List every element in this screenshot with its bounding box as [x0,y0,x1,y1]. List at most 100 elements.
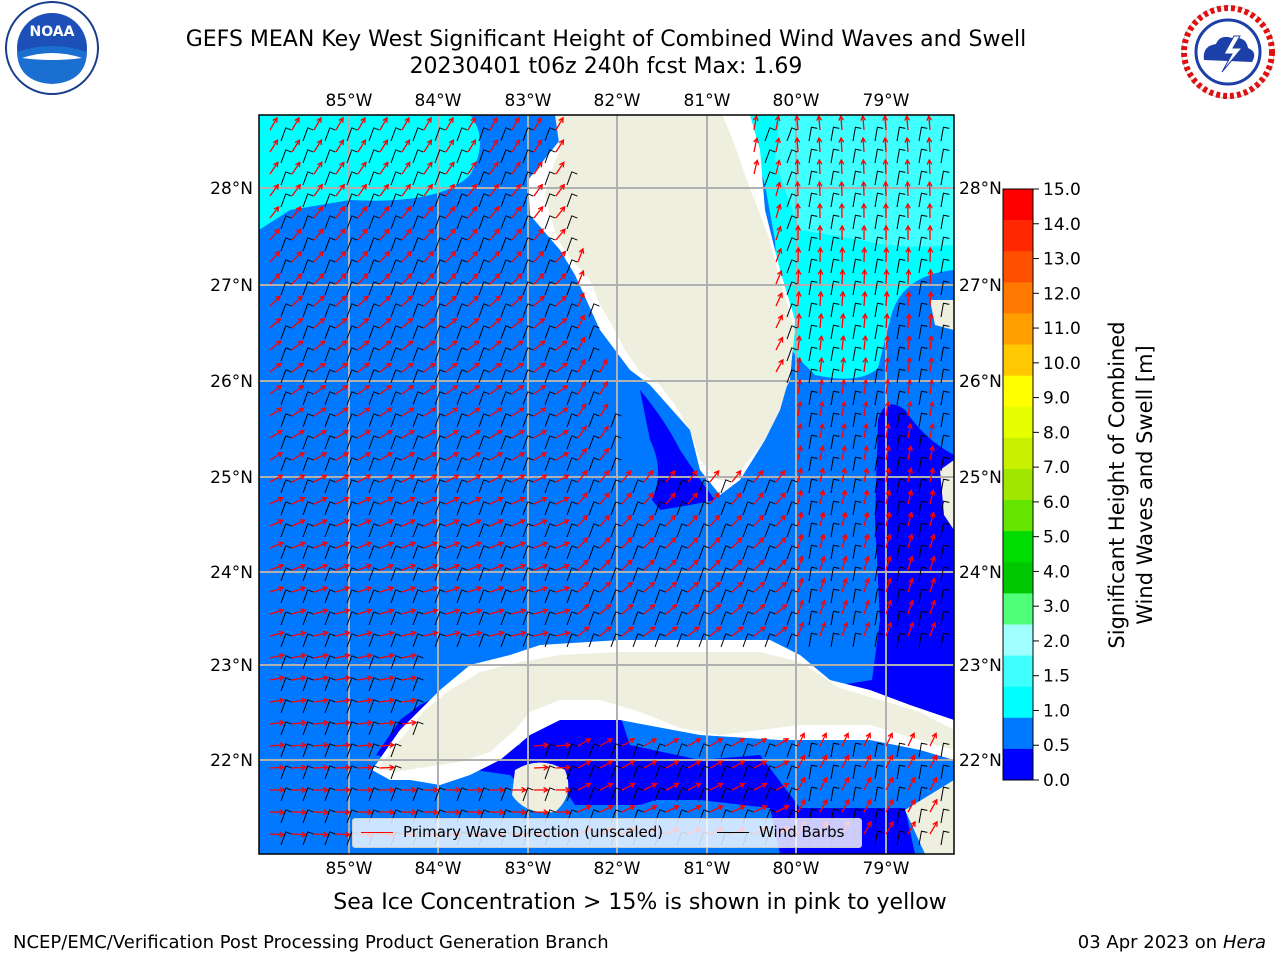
wave-direction-arrowhead [499,809,506,816]
wave-direction-arrowhead [883,246,890,253]
wave-direction-arrow [797,578,803,593]
wave-direction-arrow [489,407,502,417]
wind-barb [324,369,336,384]
wind-barb [874,214,884,230]
wind-barb [764,589,776,604]
wave-direction-arrow [467,429,481,439]
wave-direction-arrowhead [670,536,677,543]
wave-direction-arrow [511,519,526,527]
wind-barb [456,325,468,340]
wave-direction-arrowhead [429,340,436,346]
wave-direction-arrow [423,564,438,571]
lon-label: 83°W [505,91,552,111]
wave-direction-arrow [511,340,524,351]
wind-barb [808,786,818,802]
wave-direction-arrowhead [345,742,352,749]
wave-direction-arrow [357,228,368,241]
wind-barb [786,281,798,296]
wind-barb [324,611,336,626]
wave-direction-arrow [863,402,867,417]
wave-direction-arrow [818,137,821,153]
wind-barb [610,589,622,604]
wave-direction-arrowhead [885,511,892,518]
wind-barb [346,589,358,604]
wave-direction-arrowhead [582,536,589,543]
wind-barb [456,149,468,164]
wave-direction-arrowhead [520,563,527,570]
wind-barb [742,743,754,758]
wave-direction-arrowhead [322,563,329,570]
wind-barb [324,523,336,538]
wave-direction-arrow [775,626,788,637]
wind-barb [874,544,884,560]
wave-direction-arrowhead [906,422,913,430]
wave-direction-arrow [335,184,345,197]
wind-barb [940,302,950,318]
wave-direction-arrowhead [648,492,654,499]
wave-direction-arrow [379,609,394,615]
wave-direction-arrow [775,783,789,791]
wave-direction-arrowhead [910,820,916,827]
wave-direction-arrowhead [713,469,720,477]
lon-label: 81°W [684,859,731,879]
wind-barb [874,610,884,626]
wind-barb [390,391,402,406]
wind-barb [896,192,906,208]
wind-barb [522,413,534,428]
wave-direction-arrowhead [629,782,636,789]
wave-direction-arrow [863,380,867,395]
wind-barb [654,479,666,494]
wind-barb [808,280,818,296]
wind-barb [896,808,906,824]
wave-direction-arrow [775,270,782,285]
wave-direction-arrow [401,273,413,285]
wave-direction-arrowhead [497,496,504,503]
wind-barb [698,567,710,582]
colorbar-tick-label: 2.0 [1043,632,1070,652]
lon-label: 85°W [326,91,373,111]
wind-barb [522,501,534,516]
wind-barb [698,787,710,802]
wave-direction-arrowhead [671,603,678,610]
wave-direction-arrowhead [366,608,373,615]
wave-direction-arrow [555,519,570,527]
wind-barb [896,148,906,164]
wind-barb [456,259,468,274]
wave-direction-arrowhead [671,581,678,588]
wave-direction-arrow [885,622,892,637]
wind-barb [852,764,862,780]
wind-barb [654,611,666,626]
wind-barb [896,434,906,450]
wave-direction-arrowhead [411,809,418,816]
wave-direction-arrowhead [517,340,524,346]
colorbar-tick-label: 5.0 [1043,528,1070,548]
wave-direction-arrow [511,318,523,329]
wind-barb [346,677,358,692]
wave-direction-arrowhead [301,786,308,793]
wind-barb [918,456,928,472]
wind-barb [720,589,732,604]
wave-direction-arrow [687,738,701,747]
wave-direction-arrowhead [882,202,889,209]
wave-direction-arrow [929,336,933,351]
wind-barb [368,193,380,208]
wind-barb [324,677,336,692]
wave-direction-arrowhead [475,519,482,525]
wave-direction-arrowhead [364,384,371,391]
wave-direction-arrow [423,542,438,549]
wind-barb [808,456,818,472]
wave-direction-arrow [313,744,329,747]
wave-direction-arrow [797,799,806,813]
wave-direction-arrow [687,783,701,791]
wind-barb [280,413,292,428]
wave-direction-arrowhead [695,760,702,766]
wave-direction-arrowhead [906,400,913,408]
wave-direction-arrowhead [455,786,462,793]
wave-direction-arrow [379,631,394,637]
wave-direction-arrowhead [841,533,848,540]
wind-barb [456,435,468,450]
latitude-labels-right: 28°N 27°N 26°N 25°N 24°N 23°N 22°N [959,179,1002,771]
wind-barb [588,523,600,538]
wave-direction-arrowhead [817,268,824,275]
wave-direction-arrow [269,519,284,527]
